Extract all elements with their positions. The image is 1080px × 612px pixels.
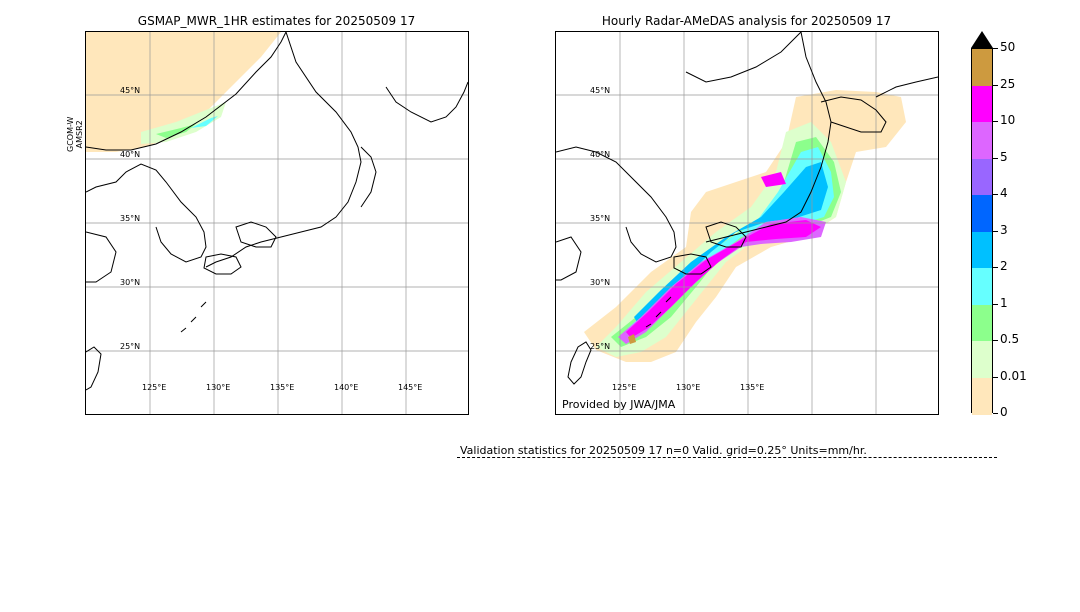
data-credit: Provided by JWA/JMA [562,398,676,411]
colorbar-triangle-shape [971,31,993,48]
right-map-svg [556,32,938,414]
colorbar-segment [972,304,992,342]
right-lat-label-30: 30°N [590,278,611,287]
right-panel-title: Hourly Radar-AMeDAS analysis for 2025050… [601,14,892,28]
colorbar-segment [972,195,992,232]
colorbar-tick-label: 0.01 [1000,368,1027,383]
right-precip-gold [628,334,636,344]
sensor-label-line2: AMSR2 [75,120,84,149]
left-map-svg [86,32,468,414]
left-lon-label-135: 135°E [270,383,295,392]
left-gridlines [86,32,468,414]
left-lon-label-140: 140°E [334,383,359,392]
colorbar-segment [972,341,992,378]
sensor-label: GCOM-W AMSR2 [66,117,84,152]
colorbar-tick-label: 2 [1000,259,1008,273]
left-lat-label-40: 40°N [120,150,141,159]
colorbar-tick-mark [993,376,998,378]
colorbar-tick-mark [993,267,998,268]
left-lon-label-145: 145°E [398,383,423,392]
colorbar-segment [972,268,992,305]
colorbar-segment [972,49,992,86]
colorbar-segment [972,85,992,123]
colorbar-tick-label: 0 [1000,405,1008,419]
left-precip-cyan [191,116,218,128]
right-coastlines [556,32,938,385]
right-lon-label-125: 125°E [612,383,637,392]
right-lat-label-35: 35°N [590,214,611,223]
left-precip-light [86,32,281,152]
left-lon-label-125: 125°E [142,383,167,392]
left-lat-label-25: 25°N [120,342,141,351]
colorbar-tick-mark [993,157,998,159]
sensor-label-line1: GCOM-W [66,116,75,152]
colorbar-tick-label: 10 [1000,113,1016,127]
colorbar-tick-label: 4 [1000,186,1008,200]
colorbar-segment [972,158,992,196]
right-lon-label-135: 135°E [740,383,765,392]
right-lat-label-45: 45°N [590,86,611,95]
colorbar-tick-label: 0.5 [1000,332,1020,346]
left-lat-label-35: 35°N [120,214,141,223]
colorbar-tick-mark [993,121,998,122]
validation-statistics: Validation statistics for 20250509 17 n=… [460,444,867,457]
right-map-panel: 45°N 40°N 35°N 30°N 25°N 125°E 130°E 135… [555,31,939,415]
colorbar [971,48,993,415]
colorbar-tick-mark [993,413,998,414]
colorbar-segment [972,122,992,159]
colorbar-segment [972,377,992,415]
colorbar-tick-label: 50 [1000,40,1016,54]
right-lat-label-40: 40°N [590,150,611,159]
colorbar-tick-mark [993,48,998,49]
colorbar-tick-label: 1 [1000,295,1008,310]
colorbar-tick-label: 25 [1000,76,1016,91]
colorbar-tick-mark [993,303,998,305]
colorbar-segment [972,231,992,269]
left-precip-green [156,124,196,138]
left-coastlines [86,32,468,391]
colorbar-tick-mark [993,340,998,341]
left-panel-title: GSMAP_MWR_1HR estimates for 20250509 17 [137,14,416,28]
colorbar-tick-mark [993,84,998,86]
right-precip-blue [634,162,828,324]
left-lon-label-130: 130°E [206,383,231,392]
colorbar-tick-label: 5 [1000,149,1008,164]
colorbar-over-triangle [971,31,993,48]
validation-dashed-rule [457,457,997,458]
right-precip-magenta-north [761,172,786,187]
colorbar-tick-mark [993,194,998,195]
right-lat-label-25: 25°N [590,342,611,351]
colorbar-tick-label: 3 [1000,222,1008,237]
right-lon-label-130: 130°E [676,383,701,392]
colorbar-tick-mark [993,230,998,232]
left-lat-label-30: 30°N [120,278,141,287]
right-gridlines [556,32,938,414]
right-precip-magenta [626,220,821,338]
left-lat-label-45: 45°N [120,86,141,95]
left-map-panel: 45°N 40°N 35°N 30°N 25°N 125°E 130°E 135… [85,31,469,415]
